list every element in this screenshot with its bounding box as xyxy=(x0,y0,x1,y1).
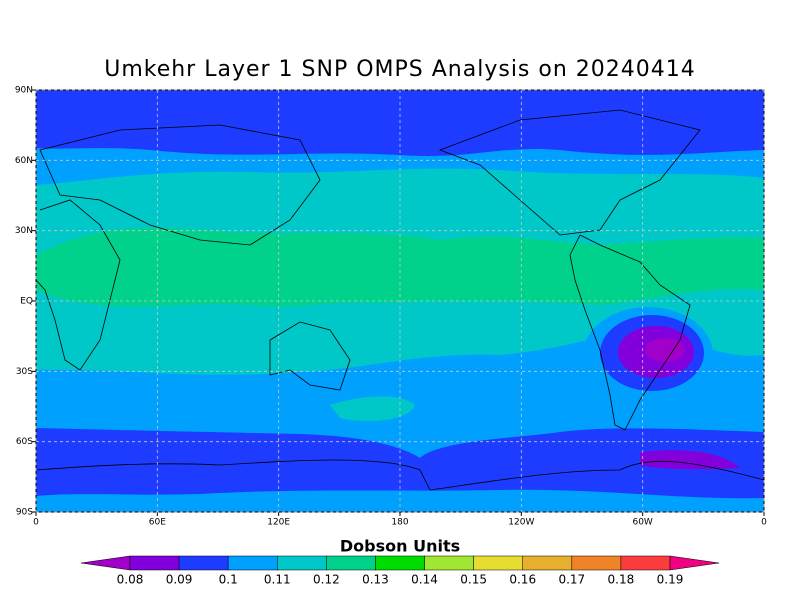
colorbar-arrow-high xyxy=(669,555,720,571)
colorbar-label: 0.19 xyxy=(657,573,684,587)
colorbar-box xyxy=(620,555,671,571)
coast-eurasia xyxy=(39,124,321,246)
y-tick-label: 30N xyxy=(15,226,33,236)
patch-cyan xyxy=(330,396,415,422)
y-tick-label: EQ xyxy=(20,297,33,307)
colorbar-box xyxy=(227,555,278,571)
colorbar-label: 0.18 xyxy=(608,573,635,587)
colorbar-label: 0.16 xyxy=(509,573,536,587)
y-tick-label: 60S xyxy=(16,437,33,447)
colorbar-label: 0.1 xyxy=(219,573,238,587)
colorbar-box xyxy=(178,555,229,571)
x-tick-label: 180 xyxy=(391,518,408,528)
colorbar-label: 0.14 xyxy=(411,573,438,587)
coast-australia xyxy=(269,321,351,391)
blob-magenta xyxy=(645,338,685,362)
colorbar-label: 0.09 xyxy=(166,573,193,587)
colorbar-box xyxy=(473,555,523,571)
colorbar-title: Dobson Units xyxy=(340,537,460,556)
band-blue-north xyxy=(36,90,764,157)
colorbar-box xyxy=(424,555,474,571)
y-tick-label: 30S xyxy=(16,367,33,377)
coast-africa xyxy=(35,199,121,371)
y-tick-label: 90N xyxy=(15,86,33,96)
colorbar-box xyxy=(129,555,180,571)
coastlines xyxy=(35,109,765,491)
coast-south-america xyxy=(569,234,691,431)
colorbar-arrow-low xyxy=(80,555,131,571)
band-green xyxy=(36,228,764,307)
colorbar-box xyxy=(326,555,376,571)
coast-north-america xyxy=(438,109,701,236)
colorbar-label: 0.17 xyxy=(558,573,585,587)
colorbar-box xyxy=(522,555,573,571)
colorbar-label: 0.08 xyxy=(117,573,144,587)
y-tick-label: 90S xyxy=(16,508,33,518)
colorbar-box xyxy=(375,555,425,571)
colorbar-label: 0.12 xyxy=(313,573,340,587)
x-tick-label: 60W xyxy=(632,518,652,528)
x-tick-label: 0 xyxy=(33,518,39,528)
x-tick-label: 0 xyxy=(761,518,767,528)
map-title: Umkehr Layer 1 SNP OMPS Analysis on 2024… xyxy=(104,57,696,82)
colorbar-label: 0.13 xyxy=(362,573,389,587)
x-tick-label: 120W xyxy=(508,518,534,528)
colorbar-box xyxy=(277,555,327,571)
y-tick-label: 60N xyxy=(15,156,33,166)
x-tick-label: 120E xyxy=(267,518,290,528)
colorbar-label: 0.15 xyxy=(460,573,487,587)
colorbar-label: 0.11 xyxy=(264,573,291,587)
coast-antarctica xyxy=(35,459,765,491)
x-tick-label: 60E xyxy=(149,518,166,528)
colorbar-box xyxy=(571,555,622,571)
patch-purple xyxy=(640,450,740,470)
